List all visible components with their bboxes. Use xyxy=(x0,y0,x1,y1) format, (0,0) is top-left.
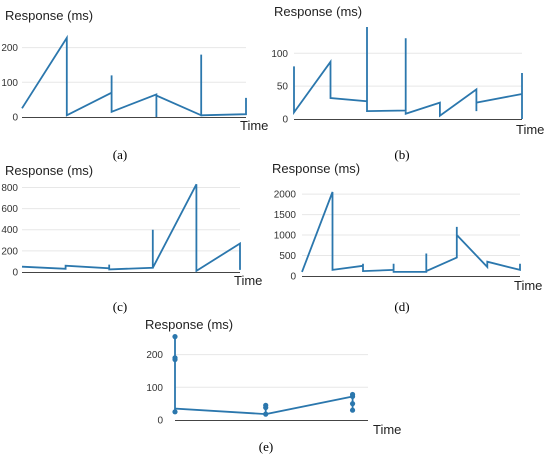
data-point-marker xyxy=(172,334,178,340)
y-tick-label: 400 xyxy=(1,225,18,236)
panel-c: 0 200 400 600 800 Response (ms) Time (c) xyxy=(1,163,262,314)
x-axis-title: Time xyxy=(514,278,542,293)
y-tick-label: 600 xyxy=(1,204,18,215)
panel-caption: (a) xyxy=(113,147,127,162)
x-axis-title: Time xyxy=(516,122,544,137)
series-line xyxy=(301,191,521,273)
y-tick-label: 50 xyxy=(277,82,289,93)
x-axis-title: Time xyxy=(234,273,262,288)
panel-caption: (b) xyxy=(394,147,409,162)
series-line xyxy=(21,34,247,117)
y-tick-label: 1500 xyxy=(274,210,297,221)
y-tick-label: 200 xyxy=(1,246,18,257)
y-tick-label: 200 xyxy=(1,43,18,54)
y-tick-label: 800 xyxy=(1,183,18,194)
data-point-marker xyxy=(349,401,356,407)
panel-a: 0 100 200 Response (ms) Time (a) xyxy=(1,8,268,162)
y-tick-label: 0 xyxy=(12,268,18,279)
series-line xyxy=(174,336,354,416)
data-point-marker xyxy=(263,411,269,417)
y-tick-label: 200 xyxy=(146,350,163,361)
y-axis-title: Response (ms) xyxy=(145,317,233,332)
panel-caption: (d) xyxy=(394,299,409,314)
data-point-marker xyxy=(349,407,356,413)
y-tick-label: 0 xyxy=(290,272,296,283)
y-tick-label: 0 xyxy=(12,113,18,124)
data-point-marker xyxy=(172,356,178,363)
y-tick-label: 100 xyxy=(146,383,163,394)
y-tick-label: 1000 xyxy=(274,231,297,242)
x-axis-title: Time xyxy=(240,118,268,133)
y-tick-label: 2000 xyxy=(274,190,297,201)
y-axis-title: Response (ms) xyxy=(274,4,362,19)
y-tick-label: 500 xyxy=(279,251,296,262)
series-line xyxy=(293,27,523,119)
data-point-marker xyxy=(263,404,269,411)
y-tick-label: 100 xyxy=(1,78,18,89)
y-axis-title: Response (ms) xyxy=(5,163,93,178)
data-point-marker xyxy=(172,409,178,415)
panel-d: 0 500 1000 1500 2000 Response (ms) Time (d) xyxy=(272,161,542,314)
y-tick-label: 0 xyxy=(282,115,288,126)
panel-caption: (c) xyxy=(113,299,127,314)
series-line xyxy=(21,183,241,273)
panel-caption: (e) xyxy=(259,439,273,454)
panel-e: 0 100 200 Response (ms) Time (e) xyxy=(145,317,401,454)
y-axis-title: Response (ms) xyxy=(272,161,360,176)
y-axis-title: Response (ms) xyxy=(5,8,93,23)
x-axis-title: Time xyxy=(373,422,401,437)
data-point-marker xyxy=(349,391,356,398)
y-tick-label: 100 xyxy=(271,49,288,60)
y-tick-label: 0 xyxy=(157,416,163,427)
panel-b: 0 50 100 Response (ms) Time (b) xyxy=(271,4,544,162)
